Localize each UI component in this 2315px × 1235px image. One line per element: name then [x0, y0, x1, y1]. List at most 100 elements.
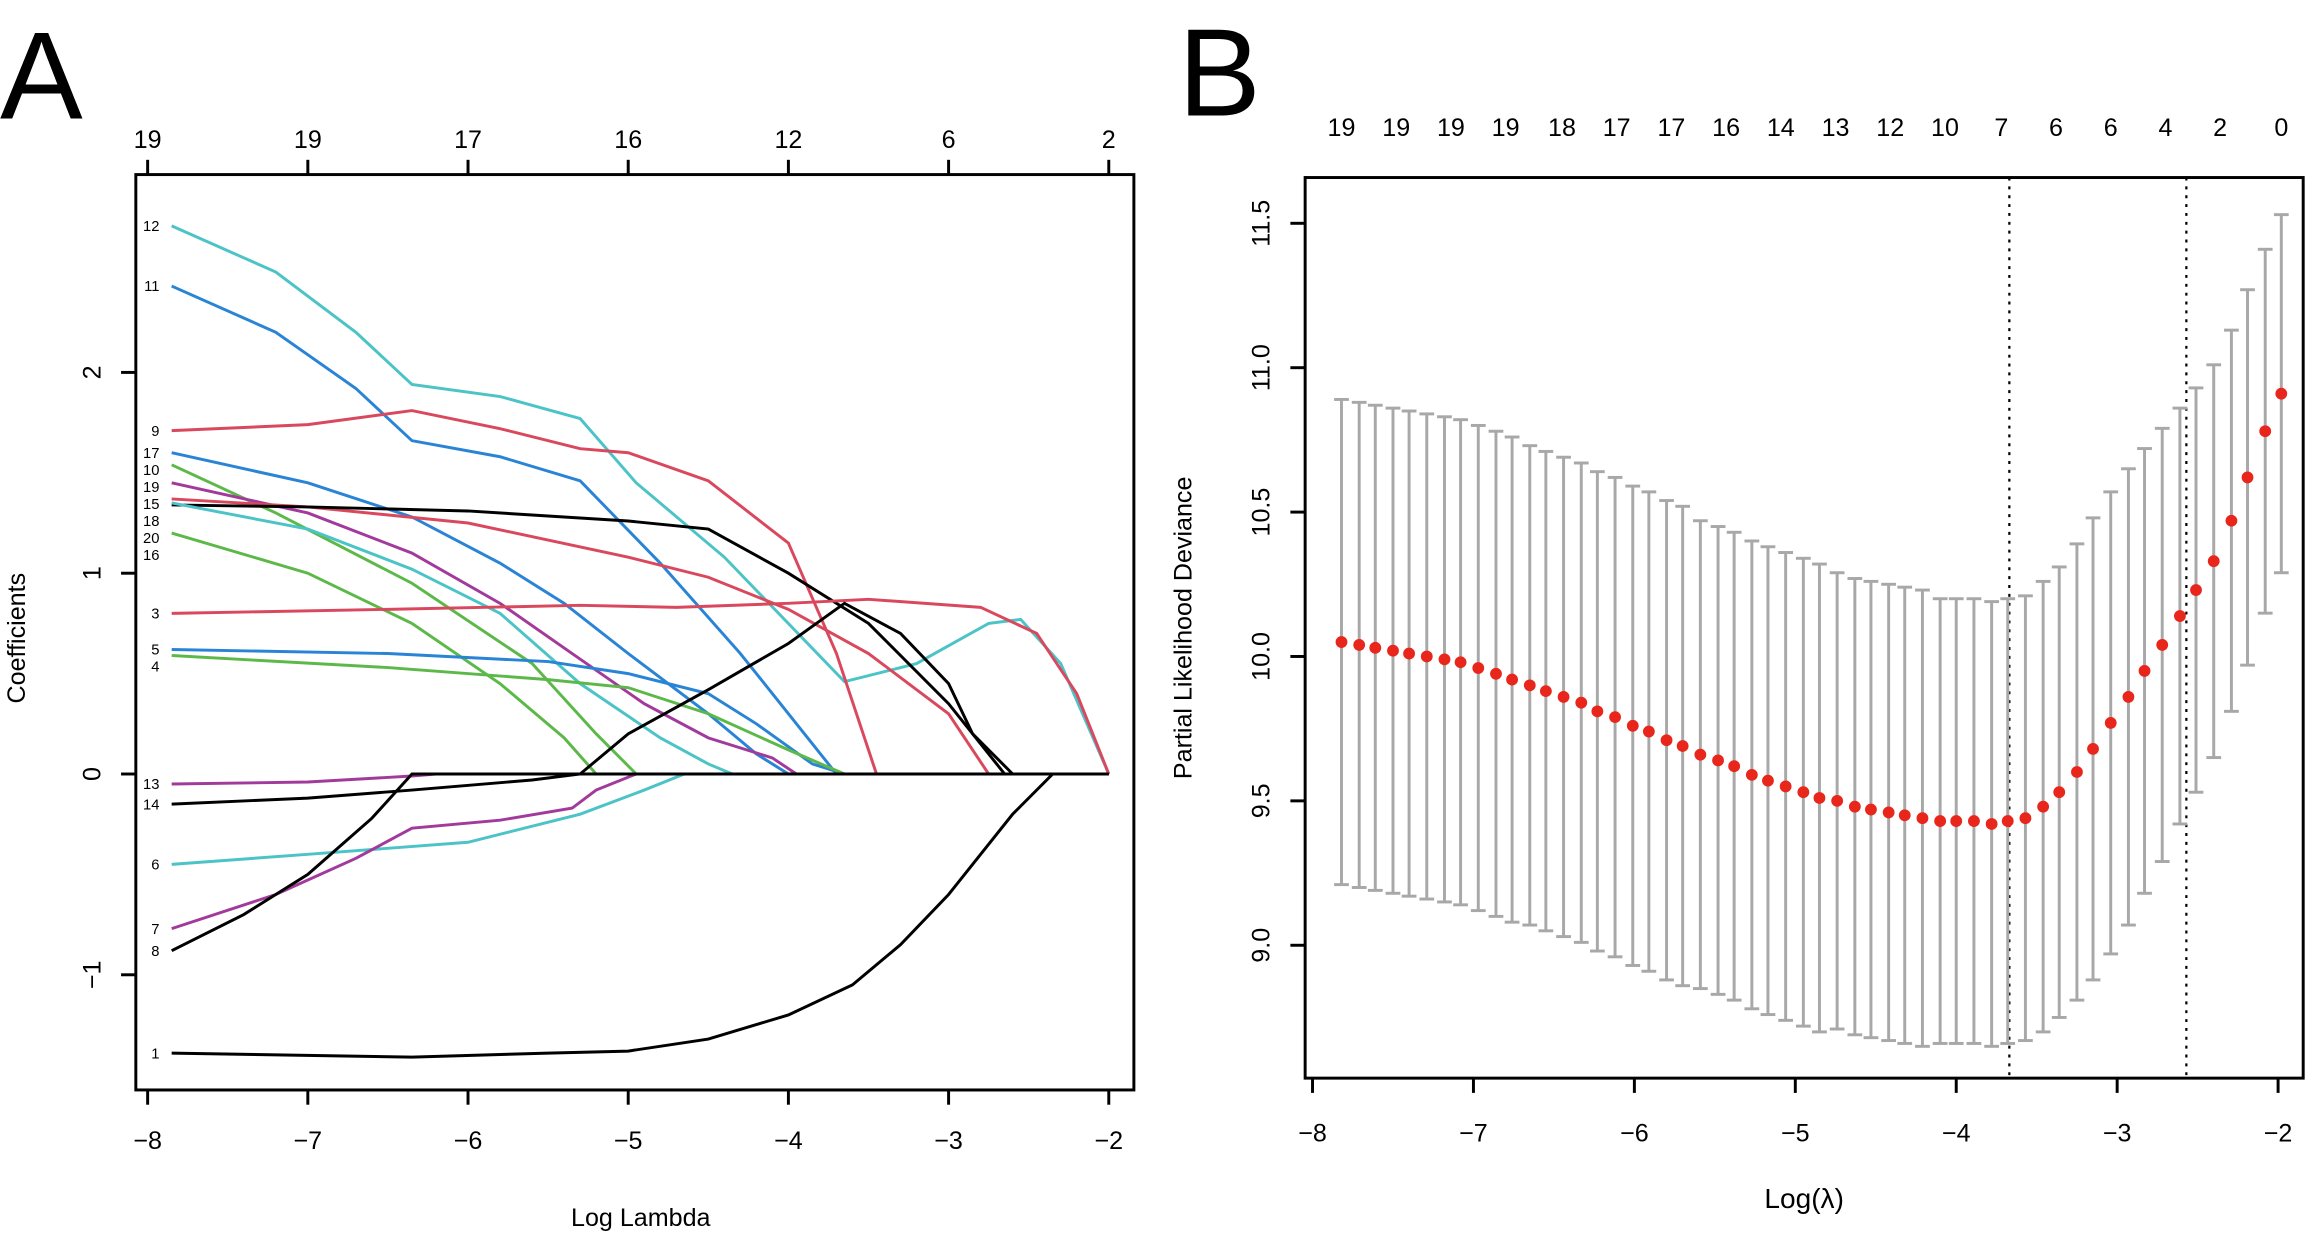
deviance-point — [2207, 555, 2220, 568]
deviance-point — [2190, 584, 2202, 596]
y-tick-label: 0 — [78, 767, 106, 781]
top-tick-label: 19 — [134, 126, 162, 154]
coef-path-6 — [171, 772, 685, 866]
coef-path-3 — [171, 597, 1111, 775]
deviance-point — [2053, 786, 2066, 799]
path-label-11: 11 — [144, 279, 159, 295]
path-label-10: 10 — [143, 463, 159, 479]
path-label-16: 16 — [143, 548, 159, 564]
path-label-5: 5 — [151, 643, 159, 659]
top-count-label: 6 — [2104, 114, 2118, 142]
path-label-3: 3 — [151, 607, 159, 623]
coef-path-11 — [171, 284, 838, 775]
x-tick-label: −4 — [1942, 1120, 1971, 1148]
coef-path-12 — [171, 224, 1111, 775]
top-count-label: 13 — [1822, 114, 1850, 142]
top-count-label: 4 — [2158, 114, 2172, 142]
top-count-label: 19 — [1328, 114, 1356, 142]
top-count-label: 7 — [1994, 114, 2008, 142]
path-label-8: 8 — [151, 944, 159, 960]
y-tick-label: −1 — [78, 960, 106, 989]
deviance-point — [2138, 665, 2151, 677]
panel-label-a: A — [0, 7, 83, 145]
coef-path-18 — [171, 501, 733, 776]
deviance-point — [1745, 768, 1758, 781]
y-tick-label: 9.5 — [1248, 783, 1276, 818]
deviance-point — [2001, 815, 2014, 827]
top-count-label: 19 — [1492, 114, 1520, 142]
deviance-point — [1420, 650, 1433, 663]
path-label-18: 18 — [143, 514, 159, 530]
top-tick-label: 12 — [774, 126, 802, 154]
coef-path-19 — [171, 481, 798, 776]
deviance-point — [1557, 691, 1570, 703]
x-tick-label: −8 — [1298, 1120, 1327, 1148]
top-count-label: 12 — [1876, 114, 1904, 142]
deviance-point — [1575, 696, 1588, 709]
deviance-point — [2087, 742, 2099, 755]
y-axis-label-a: Coefficients — [3, 573, 31, 704]
top-count-label: 18 — [1548, 114, 1576, 142]
x-tick-label: −7 — [1459, 1120, 1488, 1148]
coef-path-17 — [171, 451, 790, 776]
deviance-point — [1797, 786, 1810, 799]
coef-path-13 — [171, 772, 1109, 786]
deviance-point — [1865, 803, 1877, 816]
deviance-point — [1369, 641, 1382, 654]
deviance-point — [1882, 806, 1895, 819]
deviance-point — [1728, 760, 1741, 773]
y-tick-label: 11.5 — [1248, 200, 1276, 247]
x-tick-label: −6 — [454, 1127, 483, 1155]
coef-path-14 — [171, 601, 1014, 806]
deviance-point — [2259, 425, 2272, 438]
x-axis-label-a: Log Lambda — [571, 1204, 710, 1232]
deviance-point — [1642, 725, 1655, 738]
deviance-point — [1387, 644, 1399, 657]
deviance-point — [2156, 639, 2169, 651]
coef-path-1 — [171, 772, 1109, 1059]
error-bars — [1334, 213, 2289, 1048]
top-count-label: 14 — [1767, 114, 1795, 142]
y-tick-label: 10.5 — [1248, 488, 1276, 537]
deviance-point — [1506, 673, 1518, 686]
x-tick-label: −3 — [934, 1127, 963, 1155]
deviance-point — [2241, 471, 2254, 484]
y-tick-label: 10.0 — [1248, 632, 1276, 681]
path-label-17: 17 — [143, 446, 159, 462]
x-tick-label: −6 — [1620, 1120, 1649, 1148]
deviance-point — [2019, 812, 2032, 825]
top-count-label: 2 — [2213, 114, 2227, 142]
axes-b: −8 −7 −6 −5 −4 −3 −2 9.0 9.5 10.0 10.5 11.0 11.5 19 19… — [1248, 114, 2293, 1147]
deviance-point — [1916, 812, 1929, 825]
deviance-point — [2104, 716, 2117, 729]
y-tick-label: 2 — [78, 365, 106, 379]
deviance-point — [1403, 647, 1415, 660]
deviance-point — [2275, 387, 2288, 400]
deviance-point — [1539, 685, 1552, 698]
panel-b: −8 −7 −6 −5 −4 −3 −2 9.0 9.5 10.0 10.5 11.0 11.5 19 19… — [1169, 114, 2305, 1214]
top-tick-label: 6 — [942, 126, 956, 154]
y-tick-label: 1 — [78, 566, 106, 580]
coefficient-paths — [171, 224, 1111, 1059]
coef-path-20 — [171, 503, 1006, 775]
top-count-label: 16 — [1712, 114, 1740, 142]
top-count-label: 0 — [2274, 114, 2288, 142]
deviance-point — [1523, 679, 1536, 692]
deviance-point — [1950, 815, 1963, 827]
deviance-point — [1335, 636, 1348, 648]
x-tick-label: −7 — [294, 1127, 323, 1155]
top-count-label: 6 — [2049, 114, 2063, 142]
deviance-point — [1898, 809, 1911, 822]
deviance-point — [2122, 691, 2135, 703]
deviance-point — [1591, 705, 1604, 718]
deviance-point — [1626, 719, 1639, 732]
deviance-point — [1831, 794, 1844, 807]
path-label-1: 1 — [151, 1046, 159, 1062]
path-label-12: 12 — [143, 219, 159, 235]
top-count-label: 17 — [1657, 114, 1685, 142]
x-tick-label: −2 — [2264, 1120, 2293, 1148]
